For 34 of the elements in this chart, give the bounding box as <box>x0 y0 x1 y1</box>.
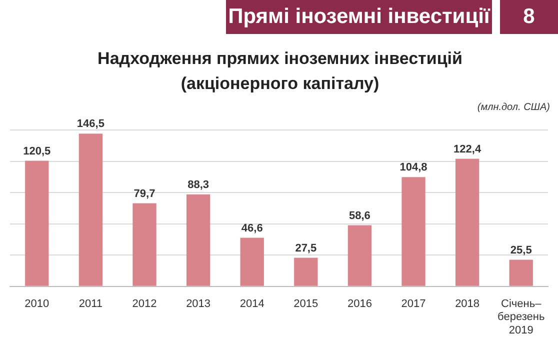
data-label: 120,5 <box>23 145 51 158</box>
x-tick-label: 2018 <box>455 298 480 310</box>
data-label: 27,5 <box>295 242 317 254</box>
bar <box>509 260 533 286</box>
data-label: 79,7 <box>134 188 156 200</box>
bar <box>132 203 156 286</box>
x-tick-label: Січень–березень 2019 <box>498 298 545 336</box>
x-tick-label: 2012 <box>132 298 157 310</box>
data-label: 104,8 <box>400 162 428 174</box>
data-label: 146,5 <box>76 118 104 130</box>
text: Прямі іноземні інвестиції <box>226 0 492 34</box>
x-tick-label: 2016 <box>347 298 372 310</box>
data-label: 122,4 <box>454 143 482 156</box>
bar <box>455 158 480 286</box>
chart-title: Надходження прямих іноземних інвестицій (акціонерного капіталу) <box>96 48 464 95</box>
x-tick-label: 2010 <box>24 298 50 310</box>
bar <box>25 160 49 286</box>
x-tick-label: 2013 <box>186 298 211 310</box>
x-tick-label: 2017 <box>401 298 426 310</box>
bar <box>186 194 210 286</box>
data-label: 58,6 <box>348 210 370 222</box>
text: (млн.дол. США) <box>477 102 550 113</box>
bar <box>78 134 103 286</box>
bar <box>240 238 264 286</box>
data-label: 25,5 <box>510 244 532 256</box>
data-label: 88,3 <box>188 178 210 191</box>
x-tick-label: 2014 <box>240 298 264 310</box>
bar <box>294 258 318 286</box>
bar <box>402 177 426 286</box>
x-tick-label: 2015 <box>294 298 318 310</box>
bar <box>348 225 372 286</box>
x-tick-label: 2011 <box>78 298 103 310</box>
data-label: 46,6 <box>241 222 263 234</box>
text: 8 <box>500 0 558 34</box>
